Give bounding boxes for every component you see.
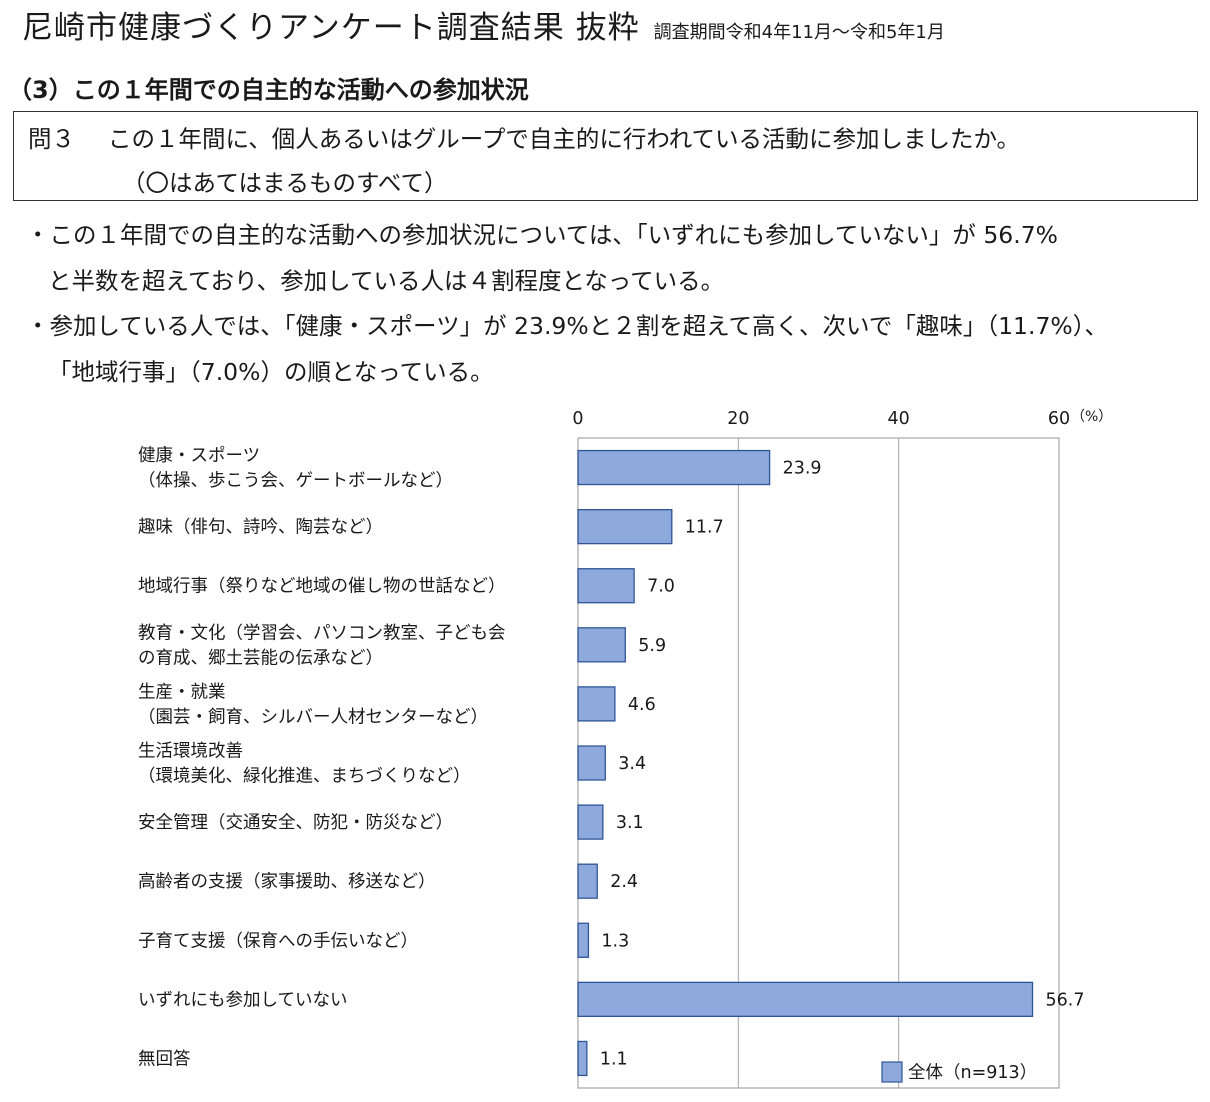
category-label: 趣味（俳句、詩吟、陶芸など） [138, 518, 383, 538]
bar [577, 745, 606, 781]
data-label: 1.3 [601, 931, 629, 951]
bar [577, 981, 1034, 1018]
question-text: この１年間に、個人あるいはグループで自主的に行われている活動に参加しましたか。 [108, 125, 1021, 153]
category-label: 高齢者の支援（家事援助、移送など） [138, 872, 436, 892]
bar [577, 1040, 588, 1077]
bar [577, 686, 616, 722]
summary-line-3: ・参加している人では、「健康・スポーツ」が 23.9%と２割を超えて高く、次いで… [26, 312, 1108, 340]
category-label: （体操、歩こう会、ゲートボールなど） [138, 471, 453, 491]
category-label: （園芸・飼育、シルバー人材センターなど） [138, 707, 488, 727]
bar [577, 863, 598, 899]
category-label: 地域行事（祭りなど地域の催し物の世話など） [138, 577, 506, 597]
x-tick-label: 20 [727, 409, 749, 429]
bar [577, 508, 673, 545]
category-label: 子育て支援（保育への手伝いなど） [138, 931, 418, 951]
legend-label: 全体（n=913） [908, 1063, 1037, 1083]
data-label: 5.9 [638, 636, 666, 656]
report-title: 尼崎市健康づくりアンケート調査結果 抜粋 [22, 10, 640, 46]
category-label: 無回答 [138, 1049, 191, 1069]
data-label: 2.4 [610, 872, 638, 892]
page-title: 尼崎市健康づくりアンケート調査結果 抜粋 調査期間令和4年11月～令和5年1月 [22, 2, 945, 47]
bar [577, 627, 626, 663]
legend-swatch [881, 1061, 903, 1083]
summary-line-4: 「地域行事」（7.0%）の順となっている。 [48, 358, 494, 386]
category-label: 生活環境改善 [138, 742, 243, 762]
data-label: 23.9 [783, 459, 822, 479]
data-label: 7.0 [647, 577, 675, 597]
question-note: （〇はあてはまるものすべて） [122, 169, 448, 197]
category-label: の育成、郷土芸能の伝承など） [138, 648, 383, 668]
data-label: 3.1 [616, 813, 644, 833]
data-label: 56.7 [1046, 990, 1085, 1010]
question-line: 問３ この１年間に、個人あるいはグループで自主的に行われている活動に参加しましたか… [28, 120, 1020, 154]
data-label: 1.1 [600, 1049, 628, 1069]
bar-chart: 0 20 40 60 （%） 23.9 健康・スポーツ （体操、歩こう会、ゲートボールなど） 1… [138, 409, 1112, 1089]
bar [577, 568, 635, 604]
category-label: 健康・スポーツ [138, 446, 260, 466]
data-label: 3.4 [618, 754, 646, 774]
bar [577, 804, 604, 840]
x-tick-label: 40 [888, 409, 910, 429]
survey-period: 調査期間令和4年11月～令和5年1月 [653, 22, 945, 43]
summary-line-2: と半数を超えており、参加している人は４割程度となっている。 [48, 267, 725, 295]
category-label: 教育・文化（学習会、パソコン教室、子ども会 [138, 623, 506, 643]
x-unit-label: （%） [1071, 409, 1112, 425]
x-tick-label: 60 [1048, 409, 1070, 429]
category-label: 安全管理（交通安全、防犯・防災など） [138, 813, 453, 833]
summary-line-1: ・この１年間での自主的な活動への参加状況については、「いずれにも参加していない」… [26, 221, 1058, 249]
question-box: 問３ この１年間に、個人あるいはグループで自主的に行われている活動に参加しましたか… [13, 111, 1198, 201]
category-label: （環境美化、緑化推進、まちづくりなど） [138, 767, 471, 787]
x-tick-label: 0 [572, 409, 583, 429]
bar [577, 922, 590, 958]
section-heading: （3）この１年間での自主的な活動への参加状況 [8, 76, 529, 104]
data-label: 4.6 [628, 695, 656, 715]
category-label: いずれにも参加していない [138, 990, 347, 1010]
data-label: 11.7 [685, 518, 724, 538]
category-label: 生産・就業 [138, 682, 226, 702]
bar [577, 449, 771, 486]
question-number: 問３ [28, 125, 75, 153]
